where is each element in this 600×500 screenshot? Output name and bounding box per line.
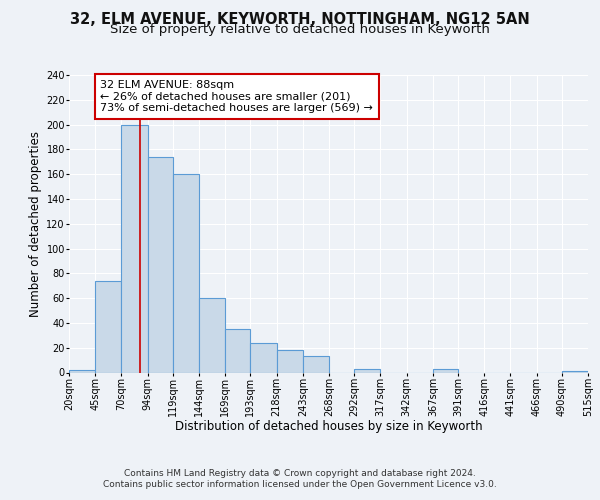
Bar — [69, 370, 95, 372]
Text: Contains HM Land Registry data © Crown copyright and database right 2024.: Contains HM Land Registry data © Crown c… — [124, 468, 476, 477]
Text: 32 ELM AVENUE: 88sqm
← 26% of detached houses are smaller (201)
73% of semi-deta: 32 ELM AVENUE: 88sqm ← 26% of detached h… — [100, 80, 373, 113]
Bar — [121, 124, 148, 372]
Bar — [354, 369, 380, 372]
Bar — [225, 329, 250, 372]
Bar — [173, 174, 199, 372]
X-axis label: Distribution of detached houses by size in Keyworth: Distribution of detached houses by size … — [175, 420, 482, 433]
Y-axis label: Number of detached properties: Number of detached properties — [29, 130, 42, 317]
Bar — [199, 298, 225, 372]
Text: 32, ELM AVENUE, KEYWORTH, NOTTINGHAM, NG12 5AN: 32, ELM AVENUE, KEYWORTH, NOTTINGHAM, NG… — [70, 12, 530, 28]
Bar — [148, 157, 173, 372]
Bar — [277, 350, 303, 372]
Bar — [95, 281, 121, 372]
Bar — [250, 343, 277, 372]
Text: Size of property relative to detached houses in Keyworth: Size of property relative to detached ho… — [110, 22, 490, 36]
Bar — [303, 356, 329, 372]
Text: Contains public sector information licensed under the Open Government Licence v3: Contains public sector information licen… — [103, 480, 497, 489]
Bar — [433, 369, 458, 372]
